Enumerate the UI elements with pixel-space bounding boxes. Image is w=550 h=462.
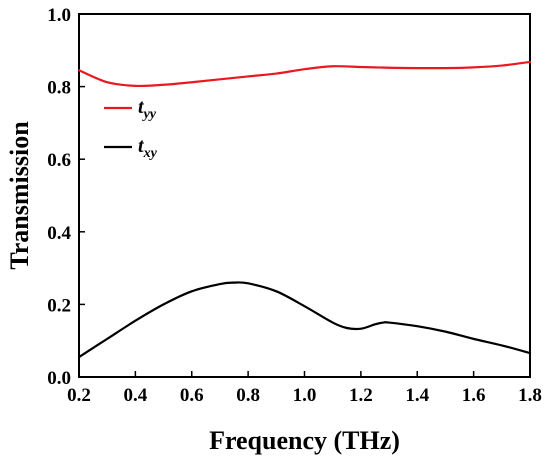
x-tick-label: 1.4 bbox=[405, 385, 429, 406]
x-tick-label: 1.8 bbox=[518, 385, 542, 406]
legend-label-txy: txy bbox=[138, 135, 158, 161]
y-tick-label: 1.0 bbox=[47, 5, 71, 26]
y-tick-label: 0.6 bbox=[47, 150, 71, 171]
series-layer bbox=[77, 60, 532, 359]
series-line-txy bbox=[77, 281, 532, 359]
x-tick-label: 0.6 bbox=[180, 385, 204, 406]
legend-label-tyy: tyy bbox=[138, 96, 157, 122]
y-tick-label: 0.0 bbox=[47, 368, 71, 389]
y-axis-ticks: 0.0 0.2 0.4 0.6 0.8 1.0 bbox=[47, 5, 85, 389]
y-tick-label: 0.2 bbox=[47, 295, 71, 316]
y-tick-label: 0.8 bbox=[47, 78, 71, 99]
y-tick-label: 0.4 bbox=[47, 223, 71, 244]
x-axis-ticks: 0.2 0.4 0.6 0.8 1.0 1.2 1.4 1.6 1.8 bbox=[67, 371, 542, 406]
y-axis-label: Transmission bbox=[5, 121, 34, 270]
x-tick-label: 1.2 bbox=[349, 385, 373, 406]
x-tick-label: 0.4 bbox=[124, 385, 148, 406]
legend: tyy txy bbox=[104, 96, 158, 161]
x-axis-label: Frequency (THz) bbox=[209, 426, 400, 455]
x-tick-label: 0.2 bbox=[67, 385, 91, 406]
x-tick-label: 1.0 bbox=[293, 385, 317, 406]
x-tick-label: 1.6 bbox=[462, 385, 486, 406]
x-tick-label: 0.8 bbox=[236, 385, 260, 406]
series-line-tyy bbox=[77, 60, 532, 88]
